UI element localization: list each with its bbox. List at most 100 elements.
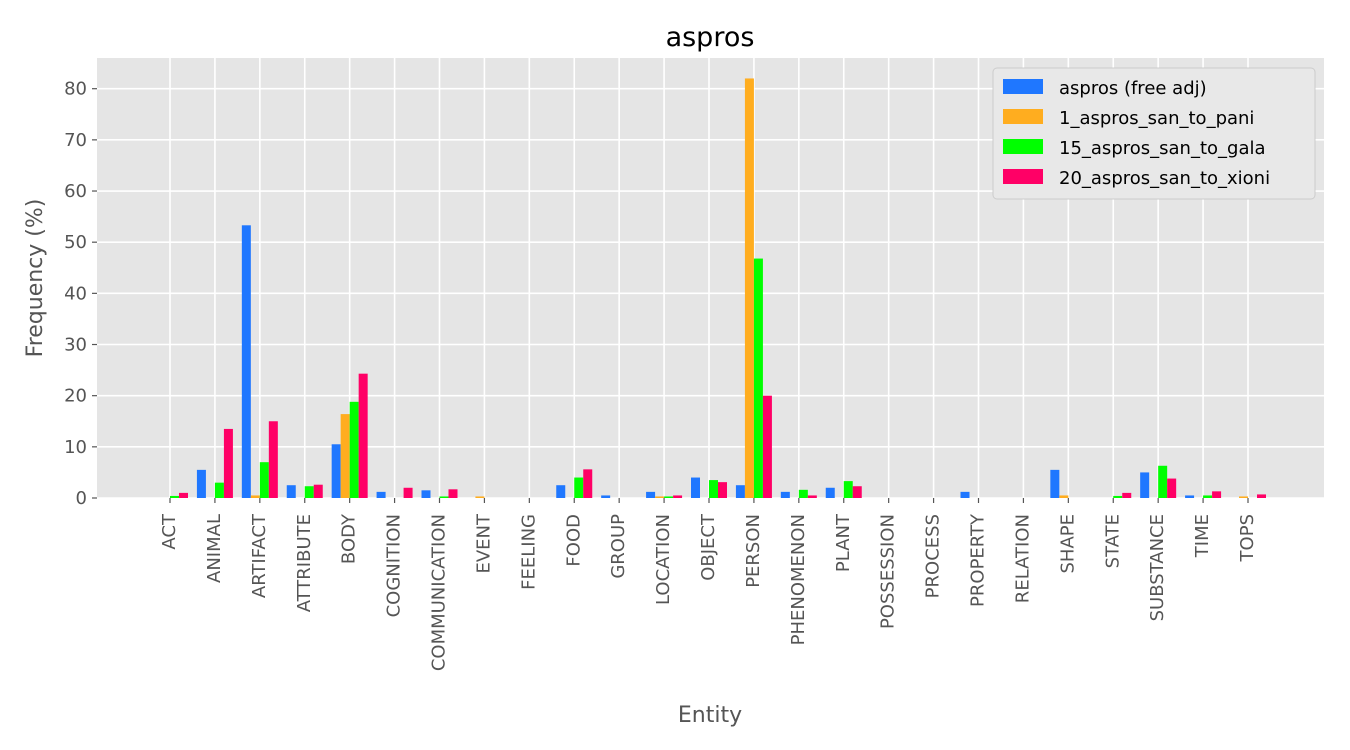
y-tick-label: 40 (64, 283, 87, 304)
legend-label: 15_aspros_san_to_gala (1059, 138, 1266, 159)
bar (1257, 494, 1266, 498)
bar (286, 485, 296, 498)
bar (780, 491, 790, 498)
x-tick-label: OBJECT (698, 513, 719, 581)
bar (421, 490, 431, 498)
x-tick-label: FEELING (518, 514, 539, 590)
bar (1122, 492, 1132, 498)
grid (97, 58, 1324, 499)
x-axis-label: Entity (678, 703, 742, 728)
y-tick-label: 30 (64, 335, 87, 356)
bar (170, 495, 179, 498)
bar (1158, 465, 1168, 498)
bar (331, 444, 341, 498)
bar (313, 484, 323, 498)
bars (170, 78, 1266, 499)
legend-box (992, 67, 1316, 200)
x-tick-label: STATE (1102, 514, 1123, 568)
y-tick-label: 60 (64, 181, 87, 202)
x-axis-ticks: ACT ANIMAL ARTIFACT ATTRIBUTE BODY COGNITION C… (159, 498, 1258, 671)
x-tick-label: ACT (159, 513, 180, 550)
bar (448, 489, 458, 498)
bar (735, 485, 745, 498)
x-tick-label: PROCESS (923, 514, 944, 598)
bar (268, 421, 278, 498)
x-tick-label: LOCATION (653, 514, 674, 605)
bar (691, 477, 700, 498)
bar (574, 477, 584, 498)
x-tick-label: GROUP (608, 514, 629, 579)
bar (376, 491, 386, 498)
x-tick-label: PROPERTY (968, 513, 989, 607)
bar (340, 414, 350, 498)
bar (843, 481, 853, 498)
bar (259, 462, 269, 498)
bar (1212, 491, 1222, 498)
legend-swatch (1003, 79, 1043, 94)
legend-swatch (1003, 169, 1043, 184)
x-tick-label: TIME (1192, 514, 1213, 558)
bar (1167, 478, 1177, 498)
chart-title: aspros (666, 22, 755, 53)
x-tick-label: ANIMAL (204, 514, 225, 583)
y-tick-label: 80 (64, 79, 87, 100)
bar (304, 486, 314, 498)
bar (223, 428, 233, 498)
x-tick-label: SHAPE (1057, 514, 1078, 574)
x-tick-label: EVENT (473, 513, 494, 574)
bar (960, 491, 970, 498)
bar (1185, 495, 1195, 498)
y-tick-label: 70 (64, 130, 87, 151)
bar (825, 487, 835, 498)
x-tick-label: TOPS (1237, 514, 1258, 562)
legend-label: aspros (free adj) (1059, 78, 1207, 99)
x-tick-label: BODY (339, 513, 360, 564)
bar (1203, 495, 1213, 498)
bar (214, 482, 224, 498)
x-tick-label: PLANT (833, 513, 854, 572)
y-tick-label: 10 (64, 437, 87, 458)
x-tick-label: COGNITION (384, 514, 405, 617)
y-tick-label: 0 (76, 488, 87, 509)
bar (179, 492, 188, 498)
bar (601, 495, 611, 498)
bar (403, 487, 413, 498)
legend-label: 20_aspros_san_to_xioni (1059, 168, 1270, 189)
bar (852, 486, 862, 498)
x-tick-label: FOOD (563, 514, 584, 567)
bar (1239, 496, 1248, 498)
bar (196, 469, 206, 498)
bar (718, 482, 727, 498)
x-tick-label: POSSESSION (878, 514, 899, 629)
bar (583, 469, 593, 498)
bar (709, 480, 718, 498)
bar (556, 485, 566, 498)
y-axis-label: Frequency (%) (23, 199, 48, 358)
x-tick-label: ARTIFACT (249, 513, 270, 598)
legend-swatch (1003, 139, 1043, 154)
bar (1059, 495, 1069, 498)
legend: aspros (free adj) 1_aspros_san_to_pani 15_… (992, 67, 1316, 200)
bar (655, 496, 665, 498)
bar (753, 258, 763, 498)
bar (807, 495, 817, 498)
x-tick-label: PERSON (743, 514, 764, 588)
bar (798, 489, 808, 498)
x-tick-label: SUBSTANCE (1147, 514, 1168, 621)
bar (1113, 495, 1123, 498)
y-axis-ticks: 0 10 20 30 40 50 60 70 80 (64, 79, 97, 509)
bar (1140, 472, 1150, 498)
legend-swatch (1003, 109, 1043, 124)
x-tick-label: ATTRIBUTE (294, 514, 315, 612)
bar (744, 78, 754, 498)
bar (664, 496, 674, 498)
bar (250, 495, 260, 498)
bar (673, 495, 683, 498)
bar (646, 491, 656, 498)
y-tick-label: 50 (64, 232, 87, 253)
bar (1050, 469, 1060, 498)
y-tick-label: 20 (64, 386, 87, 407)
bar (241, 225, 251, 499)
